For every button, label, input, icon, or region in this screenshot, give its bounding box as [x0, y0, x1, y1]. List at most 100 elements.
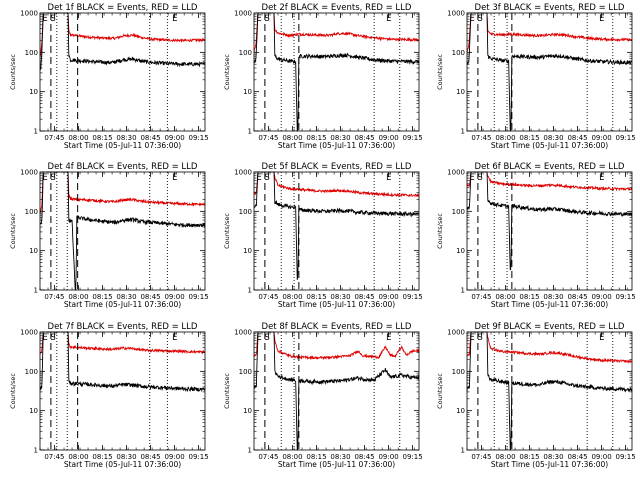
x-tick-label: 08:30: [543, 134, 563, 142]
panel-title: Det 9f BLACK = Events, RED = LLD: [475, 322, 625, 332]
y-tick-label: 10: [243, 247, 252, 255]
x-tick-label: 07:45: [258, 453, 278, 461]
x-tick-label: 09:00: [164, 134, 184, 142]
y-tick-label: 1000: [234, 169, 252, 177]
y-tick-label: 10: [456, 88, 465, 96]
lld-series-line: [253, 171, 420, 198]
x-tick-label: 08:00: [282, 453, 302, 461]
axes-frame: [39, 331, 206, 451]
event-marker-label: E: [386, 14, 391, 24]
x-tick-label: 09:15: [615, 293, 635, 301]
y-axis-label: Counts/sec: [436, 373, 444, 409]
panel-title: Det 6f BLACK = Events, RED = LLD: [475, 162, 625, 172]
x-tick-label: 08:00: [68, 453, 88, 461]
x-tick-label: 09:00: [378, 293, 398, 301]
x-tick-label: 08:30: [543, 293, 563, 301]
y-tick-label: 1000: [447, 169, 465, 177]
x-tick-label: 09:00: [591, 453, 611, 461]
y-tick-label: 1: [461, 287, 465, 295]
y-tick-label: 1000: [447, 10, 465, 18]
lld-series-line: [466, 331, 633, 364]
panel-title: Det 4f BLACK = Events, RED = LLD: [48, 162, 198, 172]
x-tick-label: 08:15: [519, 293, 539, 301]
axes-frame: [253, 171, 420, 291]
x-tick-label: 08:15: [92, 453, 112, 461]
y-tick-label: 100: [452, 208, 465, 216]
event-marker-label: S: [264, 173, 269, 183]
y-tick-label: 10: [243, 88, 252, 96]
x-tick-label: 09:15: [188, 134, 208, 142]
x-tick-label: 07:45: [258, 134, 278, 142]
x-tick-label: 08:30: [543, 453, 563, 461]
event-marker-label: S: [264, 14, 269, 24]
x-tick-label: 08:15: [92, 134, 112, 142]
x-tick-label: 09:00: [591, 293, 611, 301]
event-marker-label: E: [599, 173, 604, 183]
x-tick-label: 09:15: [402, 453, 422, 461]
y-tick-label: 1: [34, 128, 38, 136]
x-tick-label: 08:45: [354, 134, 374, 142]
lld-series-line: [39, 171, 206, 215]
y-tick-label: 1: [248, 287, 252, 295]
lld-series-line: [466, 12, 633, 53]
x-tick-label: 07:45: [44, 453, 64, 461]
event-marker-label: E: [42, 14, 47, 24]
axes-frame: [39, 12, 206, 132]
lld-series-line: [253, 331, 420, 361]
event-marker-label: S: [477, 333, 482, 343]
events-series-line: [466, 12, 633, 132]
y-tick-label: 1: [248, 128, 252, 136]
panel-title: Det 2f BLACK = Events, RED = LLD: [262, 3, 412, 13]
axes-frame: [39, 171, 206, 291]
events-series-line: [466, 331, 633, 451]
x-axis-label: Start Time (05-Jul-11 07:36:00): [64, 141, 181, 150]
event-marker-label: E: [256, 173, 261, 183]
panel-title: Det 7f BLACK = Events, RED = LLD: [48, 322, 198, 332]
x-tick-label: 08:45: [140, 453, 160, 461]
event-marker-label: S: [50, 333, 55, 343]
x-tick-label: 09:00: [378, 134, 398, 142]
y-tick-label: 1: [34, 287, 38, 295]
x-tick-label: 08:30: [116, 134, 136, 142]
x-tick-label: 09:00: [164, 453, 184, 461]
x-tick-label: 08:45: [140, 134, 160, 142]
x-tick-label: 08:15: [306, 134, 326, 142]
x-tick-label: 07:45: [471, 293, 491, 301]
x-tick-label: 07:45: [471, 453, 491, 461]
axes-frame: [466, 331, 633, 451]
x-axis-label: Start Time (05-Jul-11 07:36:00): [64, 300, 181, 309]
event-marker-label: E: [469, 173, 474, 183]
event-marker-label: E: [256, 14, 261, 24]
x-tick-label: 08:30: [116, 293, 136, 301]
x-tick-label: 09:15: [615, 134, 635, 142]
y-tick-label: 1000: [20, 329, 38, 337]
x-tick-label: 08:00: [282, 293, 302, 301]
event-marker-label: S: [477, 14, 482, 24]
event-marker-label: E: [256, 333, 261, 343]
y-tick-label: 100: [25, 208, 38, 216]
events-series-line: [39, 12, 206, 71]
x-tick-label: 09:00: [164, 293, 184, 301]
y-tick-label: 10: [29, 407, 38, 415]
x-tick-label: 08:45: [567, 453, 587, 461]
x-tick-label: 09:00: [378, 453, 398, 461]
event-marker-label: E: [469, 14, 474, 24]
x-tick-label: 08:00: [68, 134, 88, 142]
lld-series-line: [466, 171, 633, 192]
panel-title: Det 5f BLACK = Events, RED = LLD: [262, 162, 412, 172]
axes-frame: [466, 12, 633, 132]
x-axis-label: Start Time (05-Jul-11 07:36:00): [278, 460, 395, 469]
x-tick-label: 08:45: [354, 293, 374, 301]
y-tick-label: 1: [461, 128, 465, 136]
event-marker-label: E: [599, 14, 604, 24]
x-tick-label: 08:30: [116, 453, 136, 461]
event-marker-label: E: [386, 333, 391, 343]
x-tick-label: 09:15: [615, 453, 635, 461]
x-tick-label: 09:15: [188, 293, 208, 301]
x-tick-label: 08:30: [330, 134, 350, 142]
